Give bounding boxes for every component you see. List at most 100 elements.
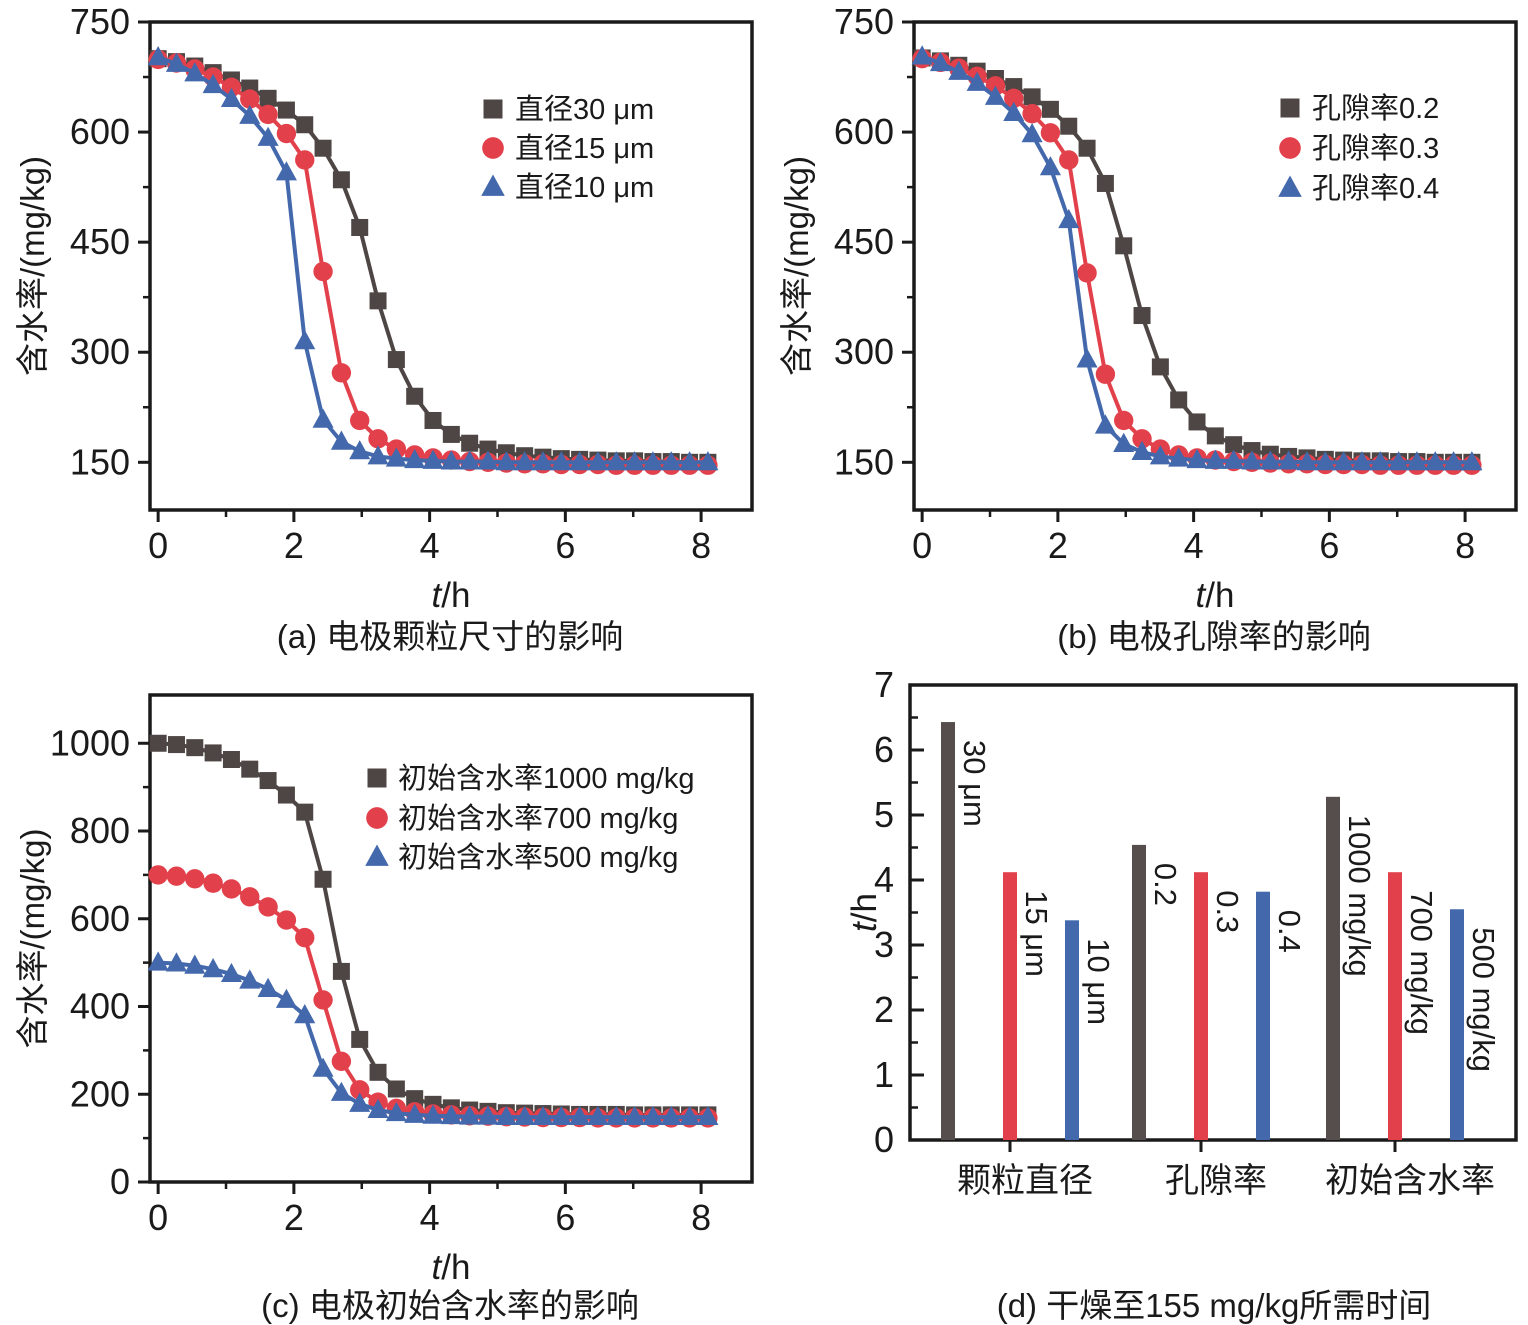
series-line-0 bbox=[158, 741, 708, 1117]
series-marker-1 bbox=[350, 1080, 370, 1100]
series-marker-0 bbox=[314, 139, 332, 157]
series-marker-2 bbox=[349, 440, 371, 460]
bar-label: 10 μm bbox=[1081, 938, 1116, 1025]
series-marker-1 bbox=[221, 879, 242, 899]
series-marker-2 bbox=[1076, 348, 1098, 368]
series-marker-1 bbox=[313, 261, 333, 282]
series-marker-1 bbox=[258, 897, 278, 917]
y-tick-label: 300 bbox=[834, 331, 894, 372]
series-marker-1 bbox=[1004, 88, 1024, 109]
bar-label: 0.4 bbox=[1272, 910, 1307, 953]
x-tick-label: 6 bbox=[555, 1197, 575, 1238]
series-marker-0 bbox=[351, 1030, 369, 1048]
series-marker-2 bbox=[1314, 451, 1336, 471]
series-marker-2 bbox=[385, 1101, 407, 1122]
x-tick-label: 0 bbox=[912, 525, 932, 566]
y-tick-label: 200 bbox=[70, 1073, 130, 1114]
series-marker-2 bbox=[1186, 448, 1208, 469]
series-marker-2 bbox=[147, 951, 169, 971]
series-marker-2 bbox=[440, 450, 462, 470]
series-marker-0 bbox=[241, 760, 259, 778]
series-marker-1 bbox=[368, 429, 388, 449]
bar-初始含水率-1 bbox=[1388, 872, 1402, 1140]
series-marker-1 bbox=[1022, 104, 1042, 124]
y-tick-label: 450 bbox=[70, 221, 130, 262]
series-marker-0 bbox=[369, 1063, 387, 1081]
series-marker-1 bbox=[240, 89, 260, 109]
bar-label: 500 mg/kg bbox=[1466, 927, 1501, 1072]
series-marker-2 bbox=[624, 451, 646, 471]
series-marker-2 bbox=[275, 161, 297, 181]
y-axis-label: 含水率/(mg/kg) bbox=[14, 828, 51, 1048]
series-marker-0 bbox=[406, 387, 424, 405]
series-marker-2 bbox=[184, 954, 206, 974]
y-tick-label: 6 bbox=[874, 729, 894, 770]
series-marker-2 bbox=[642, 1105, 664, 1126]
category-label: 初始含水率 bbox=[1325, 1162, 1495, 1200]
series-marker-2 bbox=[1333, 451, 1355, 471]
y-tick-label: 600 bbox=[834, 111, 894, 152]
y-tick-label: 600 bbox=[70, 111, 130, 152]
series-marker-2 bbox=[184, 62, 206, 82]
chart-a-particle-size: 150 300 450 600 750 0 2 4 6 8 t/h 含水率/(mg/kg) 直径30 μ… bbox=[14, 1, 754, 615]
series-marker-2 bbox=[697, 1105, 719, 1126]
series-marker-0 bbox=[1188, 413, 1206, 431]
legend-marker-0 bbox=[483, 99, 503, 119]
series-marker-0 bbox=[296, 116, 314, 134]
legend-marker-2 bbox=[481, 174, 505, 196]
y-tick-label: 400 bbox=[70, 986, 130, 1027]
series-marker-2 bbox=[239, 104, 261, 124]
series-marker-2 bbox=[422, 1104, 444, 1124]
series-marker-2 bbox=[1351, 451, 1373, 471]
bar-label: 30 μm bbox=[957, 740, 992, 827]
bar-初始含水率-0 bbox=[1326, 796, 1340, 1140]
panel-d: 0 1 2 3 4 5 6 7 t/h 30 μm 15 μm 10 μm 颗粒直径 0.2 0.3 0.4 孔… bbox=[764, 660, 1528, 1325]
series-marker-2 bbox=[984, 85, 1006, 105]
series-marker-1 bbox=[331, 363, 352, 383]
series-marker-0 bbox=[1151, 358, 1169, 376]
panel-b: 150 300 450 600 750 0 2 4 6 8 t/h 含水率/(mg/kg) 孔隙率0.2… bbox=[764, 0, 1528, 660]
series-marker-2 bbox=[495, 451, 517, 471]
legend-marker-1 bbox=[1279, 137, 1301, 159]
series-marker-0 bbox=[1225, 436, 1243, 454]
series-marker-1 bbox=[350, 410, 370, 431]
series-line-1 bbox=[158, 872, 708, 1120]
axes-box bbox=[148, 693, 754, 1184]
bar-label: 1000 mg/kg bbox=[1342, 815, 1377, 977]
series-marker-2 bbox=[239, 969, 261, 989]
series-marker-2 bbox=[605, 1105, 627, 1126]
x-tick-label: 8 bbox=[691, 525, 711, 566]
series-marker-0 bbox=[332, 171, 350, 189]
chart-c-initial-moisture: 0 200 400 600 800 1000 0 2 4 6 8 t/h 含水率/(mg/kg) 初始含水… bbox=[14, 693, 754, 1287]
series-marker-2 bbox=[587, 451, 609, 471]
panel-c: 0 200 400 600 800 1000 0 2 4 6 8 t/h 含水率/(mg/kg) 初始含水… bbox=[0, 660, 764, 1325]
series-marker-1 bbox=[148, 865, 168, 885]
series-marker-2 bbox=[367, 445, 389, 465]
series-marker-2 bbox=[1259, 450, 1281, 470]
series-marker-2 bbox=[660, 1105, 682, 1126]
bar-label: 15 μm bbox=[1019, 890, 1054, 977]
series-marker-2 bbox=[1168, 447, 1190, 467]
series-marker-2 bbox=[679, 1105, 701, 1126]
series-marker-2 bbox=[1443, 451, 1465, 471]
series-marker-2 bbox=[404, 1103, 426, 1123]
y-tick-label: 4 bbox=[874, 859, 894, 900]
x-tick-label: 8 bbox=[691, 1197, 711, 1238]
series-marker-1 bbox=[1059, 150, 1079, 170]
x-axis-label: t/h bbox=[432, 576, 471, 615]
series-marker-2 bbox=[660, 451, 682, 471]
y-axis-label: 含水率/(mg/kg) bbox=[14, 156, 51, 376]
series-marker-2 bbox=[220, 962, 242, 983]
y-tick-label: 1000 bbox=[50, 722, 130, 763]
series-marker-2 bbox=[624, 1105, 646, 1126]
x-tick-label: 8 bbox=[1455, 525, 1475, 566]
series-marker-2 bbox=[312, 408, 334, 428]
series-marker-0 bbox=[259, 89, 277, 107]
series-marker-0 bbox=[1096, 174, 1114, 192]
series-marker-2 bbox=[349, 1092, 371, 1112]
x-axis-label: t/h bbox=[1196, 576, 1235, 615]
series-marker-1 bbox=[276, 123, 297, 144]
series-marker-2 bbox=[1278, 450, 1300, 470]
series-marker-2 bbox=[569, 451, 591, 471]
series-marker-2 bbox=[477, 450, 499, 470]
